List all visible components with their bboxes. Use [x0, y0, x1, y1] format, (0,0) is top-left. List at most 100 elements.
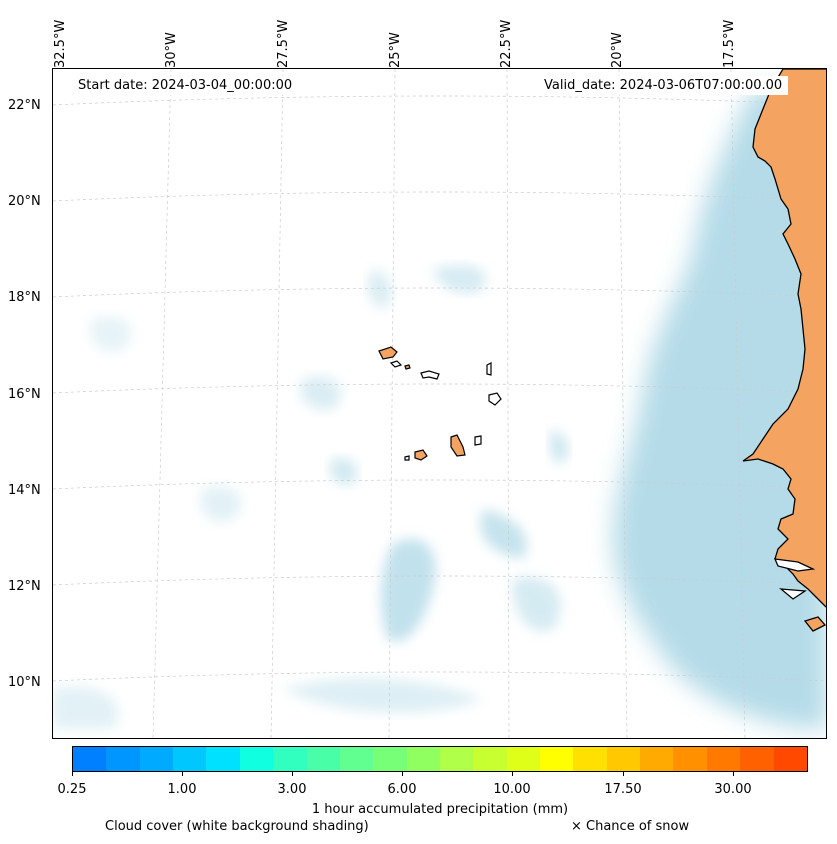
graticule: [53, 69, 826, 738]
grid-lon-30w: [152, 69, 172, 738]
island-sao-nicolau: [420, 370, 440, 380]
colorbar-segment: [439, 747, 474, 771]
island-santiago: [450, 434, 466, 457]
cloud-band-12: [53, 686, 119, 729]
colorbar-segment: [640, 747, 674, 771]
colorbar-segment: [506, 747, 541, 771]
cloud-cover-note: Cloud cover (white background shading): [105, 819, 369, 834]
lon-label-25w: 25°W: [388, 32, 403, 68]
colorbar-segment: [339, 747, 374, 771]
grid-lon-20w: [618, 69, 628, 738]
island-brava: [404, 455, 410, 461]
grid-lon-22.5w: [506, 69, 510, 738]
cloud-band-5: [433, 265, 486, 293]
cloud-band-3: [549, 429, 569, 464]
colorbar-tickmark: [402, 772, 403, 776]
colorbar-segment: [473, 747, 507, 771]
colorbar-segment: [773, 747, 807, 771]
cloud-band-8: [512, 577, 561, 632]
cloud-cover-layer: [53, 89, 826, 729]
grid-lon-27.5w: [270, 69, 284, 738]
valid-date-label: Valid_date: 2024-03-06T07:00:00.00: [538, 76, 789, 95]
colorbar-segment: [73, 747, 107, 771]
grid-lat-22n: [53, 95, 826, 106]
colorbar-segment: [706, 747, 741, 771]
colorbar-segment: [540, 747, 574, 771]
island-maio: [474, 435, 482, 446]
colorbar-tick-label: 17.50: [604, 782, 642, 797]
colorbar-tickmark: [733, 772, 734, 776]
colorbar-tickmark: [623, 772, 624, 776]
colorbar-segment: [740, 747, 774, 771]
coast-inlet-casamance: [779, 588, 807, 600]
colorbar-tickmark: [512, 772, 513, 776]
grid-lat-12n: [53, 575, 826, 586]
colorbar-segment: [573, 747, 607, 771]
colorbar-segment: [406, 747, 440, 771]
island-sao-vicente: [389, 360, 403, 368]
grid-lat-16n: [53, 383, 826, 394]
colorbar-tick-label: 0.25: [57, 782, 87, 797]
lon-label-17.5w: 17.5°W: [722, 19, 737, 68]
colorbar-segment: [273, 747, 307, 771]
map-frame: [52, 68, 827, 739]
colorbar-segment: [239, 747, 274, 771]
colorbar-segment: [306, 747, 340, 771]
colorbar-tick-label: 30.00: [714, 782, 752, 797]
land-layer: [742, 69, 826, 632]
lat-label-12n: 12°N: [8, 579, 41, 594]
cloud-band-11: [283, 678, 483, 713]
precipitation-colorbar: [72, 746, 808, 772]
lon-label-27.5w: 27.5°W: [276, 19, 291, 68]
lat-label-18n: 18°N: [8, 290, 41, 305]
lat-label-22n: 22°N: [8, 98, 41, 113]
colorbar-tick-label: 6.00: [387, 782, 417, 797]
start-date-label: Start date: 2024-03-04_00:00:00: [72, 76, 299, 95]
cloud-band-6: [367, 269, 392, 309]
colorbar-segment: [106, 747, 140, 771]
colorbar-segment: [139, 747, 174, 771]
colorbar-tickmark: [182, 772, 183, 776]
cloud-band-1: [381, 539, 436, 642]
colorbar-segment: [673, 747, 707, 771]
lat-label-20n: 20°N: [8, 194, 41, 209]
lon-label-32.5w: 32.5°W: [53, 19, 68, 68]
colorbar-tickmark: [72, 772, 73, 776]
colorbar-tick-label: 10.00: [493, 782, 531, 797]
lon-label-20w: 20°W: [610, 32, 625, 68]
island-sal: [486, 362, 492, 376]
lat-label-16n: 16°N: [8, 387, 41, 402]
cloud-mass-east: [613, 89, 826, 729]
colorbar-segment: [373, 747, 407, 771]
colorbar-segment: [173, 747, 207, 771]
cape-verde-islands: [378, 346, 502, 461]
cloud-band-7: [300, 376, 342, 410]
colorbar-tick-label: 3.00: [277, 782, 307, 797]
cloud-band-10: [90, 316, 132, 352]
colorbar-title: 1 hour accumulated precipitation (mm): [311, 802, 569, 817]
grid-lon-17.5w: [730, 69, 746, 738]
map-canvas: [53, 69, 826, 738]
lon-label-30w: 30°W: [164, 32, 179, 68]
cloud-band-4: [329, 458, 357, 485]
lon-label-22.5w: 22.5°W: [499, 19, 514, 68]
grid-lon-25w: [388, 69, 396, 738]
colorbar-segment: [206, 747, 240, 771]
grid-lat-10n: [53, 671, 826, 682]
island-fogo: [414, 449, 428, 461]
lat-label-10n: 10°N: [8, 675, 41, 690]
colorbar-segment: [606, 747, 641, 771]
island-boa-vista: [488, 392, 502, 406]
colorbar-tick-label: 1.00: [167, 782, 197, 797]
island-santa-luzia: [404, 364, 411, 370]
lat-label-14n: 14°N: [8, 483, 41, 498]
bissagos-islands: [803, 616, 826, 632]
cloud-band-9: [200, 486, 242, 522]
snow-chance-note: × Chance of snow: [571, 819, 690, 834]
cloud-band-2: [480, 509, 527, 559]
grid-lat-14n: [53, 479, 826, 490]
colorbar-tickmark: [292, 772, 293, 776]
grid-lat-20n: [53, 191, 826, 202]
island-santo-antao: [378, 346, 398, 360]
coast-inlet-gambia: [773, 558, 816, 572]
